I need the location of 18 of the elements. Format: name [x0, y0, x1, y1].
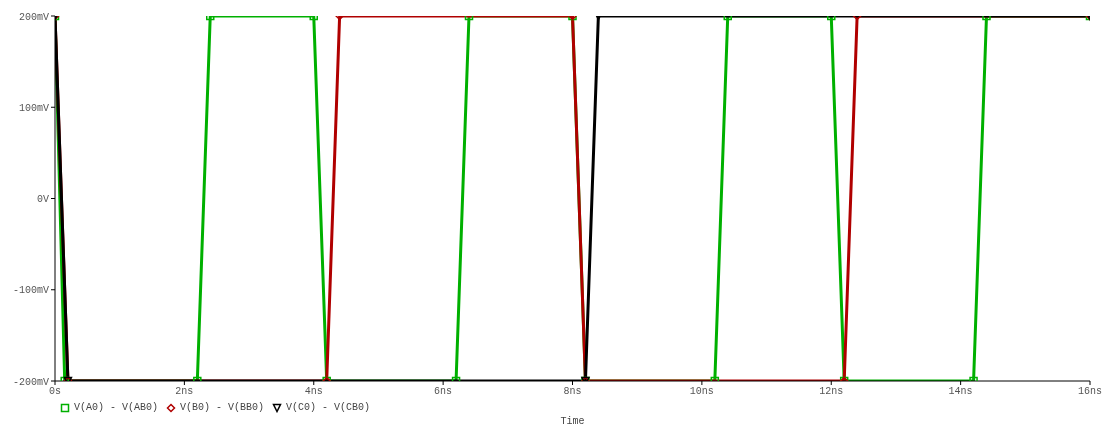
y-tick-label: 200mV: [18, 11, 49, 23]
x-tick-label: 6ns: [434, 386, 453, 398]
x-tick-label: 0s: [48, 386, 62, 398]
y-tick-label: -200mV: [12, 376, 49, 388]
x-tick-label: 10ns: [689, 386, 714, 398]
y-tick-label: -100mV: [12, 285, 49, 297]
x-tick-label: 2ns: [175, 386, 194, 398]
x-tick-label: 14ns: [948, 386, 973, 398]
x-axis-title: Time: [560, 416, 585, 427]
x-tick-label: 16ns: [1077, 386, 1103, 398]
y-tick-label: 0V: [36, 194, 49, 206]
legend-label: V(A0) - V(AB0): [74, 402, 159, 413]
y-tick-label: 100mV: [18, 102, 49, 114]
legend-label: V(C0) - V(CB0): [286, 402, 371, 413]
legend-label: V(B0) - V(BB0): [180, 402, 265, 413]
x-tick-label: 8ns: [563, 386, 582, 398]
x-tick-label: 4ns: [304, 386, 323, 398]
x-tick-label: 12ns: [819, 386, 844, 398]
